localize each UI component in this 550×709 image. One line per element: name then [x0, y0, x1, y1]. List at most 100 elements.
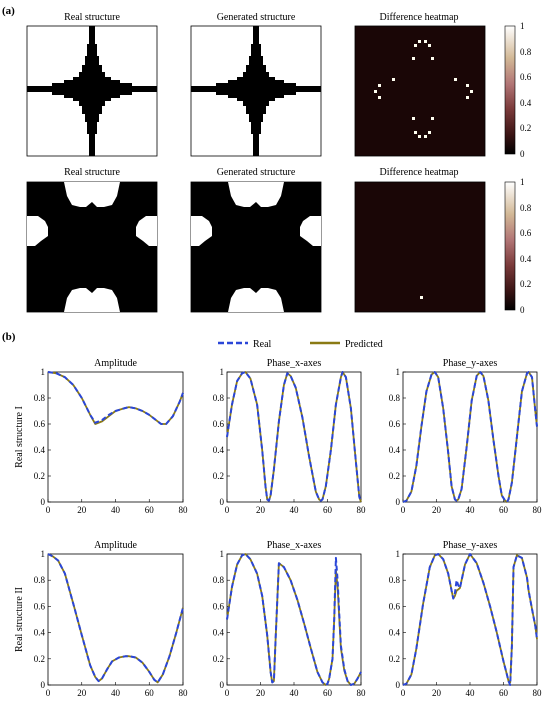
generated-structure-cross [190, 25, 322, 157]
series-line-predicted [226, 553, 362, 686]
y-tick-label: 0.8 [213, 575, 225, 585]
series-line-predicted [47, 553, 184, 684]
x-tick-label: 0 [225, 688, 230, 698]
series-line-predicted [47, 371, 184, 425]
chart-amplitude-structure-2: Amplitude Real structure II 0 20 40 60 80 0 0.2 0… [14, 540, 188, 698]
y-tick-label: 0.8 [389, 393, 401, 403]
plot-frame [47, 371, 184, 503]
y-tick-label: 1 [220, 367, 225, 377]
chart-phase-y-structure-1: Phase_y-axes 0 20 40 60 80 0 0.2 0.4 0.6 0.8 1 [389, 358, 542, 515]
chart-title: Phase_x-axes [267, 540, 322, 551]
heatmap-title: Difference heatmap [380, 167, 459, 178]
x-tick-label: 60 [499, 688, 509, 698]
y-tick-label: 0.6 [389, 419, 401, 429]
x-tick-label: 60 [499, 505, 509, 515]
structure-title-generated: Generated structure [217, 12, 296, 23]
y-tick-label: 0.4 [213, 628, 225, 638]
y-tick-label: 0.2 [389, 471, 400, 481]
y-tick-label: 0 [41, 497, 46, 507]
series-line-real [47, 371, 184, 425]
chart-amplitude-structure-1: Amplitude Real structure I 0 20 40 60 80 0 0.2 0.… [14, 358, 188, 515]
y-tick-label: 0.6 [34, 601, 46, 611]
y-tick-label: 0.8 [34, 393, 46, 403]
difference-heatmap [354, 181, 486, 313]
real-structure-cross [26, 25, 158, 157]
chart-phase-x-structure-1: Phase_x-axes 0 20 40 60 80 0 0.2 0.4 0.6 0.8 1 [213, 358, 366, 515]
y-tick-label: 0.2 [213, 654, 224, 664]
colorbar-tick: 0.8 [520, 47, 532, 57]
y-tick-label: 1 [396, 367, 401, 377]
y-tick-label: 0.4 [213, 445, 225, 455]
difference-heatmap [354, 25, 486, 157]
x-tick-label: 20 [77, 505, 87, 515]
series-line-real [47, 553, 184, 684]
series-line-predicted [402, 553, 538, 686]
real-structure-star [26, 181, 158, 313]
x-tick-label: 40 [290, 688, 300, 698]
x-tick-label: 60 [145, 688, 155, 698]
x-tick-label: 40 [466, 505, 476, 515]
colorbar: 1 0.8 0.6 0.4 0.2 0 [504, 177, 532, 315]
colorbar-tick: 1 [520, 21, 525, 31]
y-tick-label: 0.2 [389, 654, 400, 664]
y-axis-label: Real structure II [14, 587, 25, 652]
x-tick-label: 40 [111, 505, 121, 515]
series-line-real [402, 553, 538, 686]
panel-b-label: (b) [2, 331, 16, 343]
legend-predicted-label: Predicted [345, 339, 383, 350]
legend-real-label: Real [253, 339, 272, 350]
colorbar-tick: 0.6 [520, 72, 532, 82]
x-tick-label: 0 [401, 688, 406, 698]
chart-title: Phase_x-axes [267, 358, 322, 369]
colorbar-tick: 0.4 [520, 254, 532, 264]
x-tick-label: 80 [533, 688, 543, 698]
colorbar-tick: 0 [520, 305, 525, 315]
series-line-real [226, 553, 362, 686]
x-tick-label: 0 [46, 505, 51, 515]
y-tick-label: 1 [220, 549, 225, 559]
structure-title-generated: Generated structure [217, 167, 296, 178]
chart-title: Amplitude [94, 358, 137, 369]
y-tick-label: 0.2 [34, 471, 45, 481]
chart-legend: Real Predicted [218, 339, 383, 350]
y-tick-label: 0 [220, 497, 225, 507]
colorbar: 1 0.8 0.6 0.4 0.2 0 [504, 21, 532, 159]
x-tick-label: 40 [290, 505, 300, 515]
y-tick-label: 0.8 [213, 393, 225, 403]
series-line-predicted [226, 371, 362, 503]
plot-frame [402, 553, 538, 686]
x-tick-label: 60 [323, 688, 333, 698]
chart-title: Phase_y-axes [443, 540, 498, 551]
x-tick-label: 80 [357, 505, 367, 515]
y-tick-label: 0.4 [389, 445, 401, 455]
series-line-real [226, 371, 362, 503]
y-tick-label: 1 [396, 549, 401, 559]
y-axis-label: Real structure I [14, 406, 25, 468]
colorbar-tick: 0.8 [520, 203, 532, 213]
x-tick-label: 80 [533, 505, 543, 515]
colorbar-tick: 1 [520, 177, 525, 187]
x-tick-label: 0 [225, 505, 230, 515]
y-tick-label: 0.4 [34, 445, 46, 455]
panel-a-label: (a) [2, 5, 15, 17]
structure-title-real: Real structure [64, 12, 120, 23]
chart-phase-y-structure-2: Phase_y-axes 0 20 40 60 80 0 0.2 0.4 0.6 0.8 1 [389, 540, 542, 698]
y-tick-label: 0.4 [389, 628, 401, 638]
x-tick-label: 60 [323, 505, 333, 515]
y-tick-label: 0.8 [34, 575, 46, 585]
colorbar-tick: 0.2 [520, 279, 531, 289]
x-tick-label: 20 [432, 505, 442, 515]
y-tick-label: 0 [396, 497, 401, 507]
x-tick-label: 20 [432, 688, 442, 698]
y-tick-label: 0 [41, 680, 46, 690]
plot-frame [226, 553, 362, 686]
colorbar-tick: 0.6 [520, 228, 532, 238]
structure-title-real: Real structure [64, 167, 120, 178]
y-tick-label: 0.6 [34, 419, 46, 429]
x-tick-label: 20 [256, 688, 266, 698]
y-tick-label: 0.6 [213, 601, 225, 611]
colorbar-tick: 0.2 [520, 123, 531, 133]
y-tick-label: 0.8 [389, 575, 401, 585]
y-tick-label: 0 [220, 680, 225, 690]
x-tick-label: 20 [77, 688, 87, 698]
